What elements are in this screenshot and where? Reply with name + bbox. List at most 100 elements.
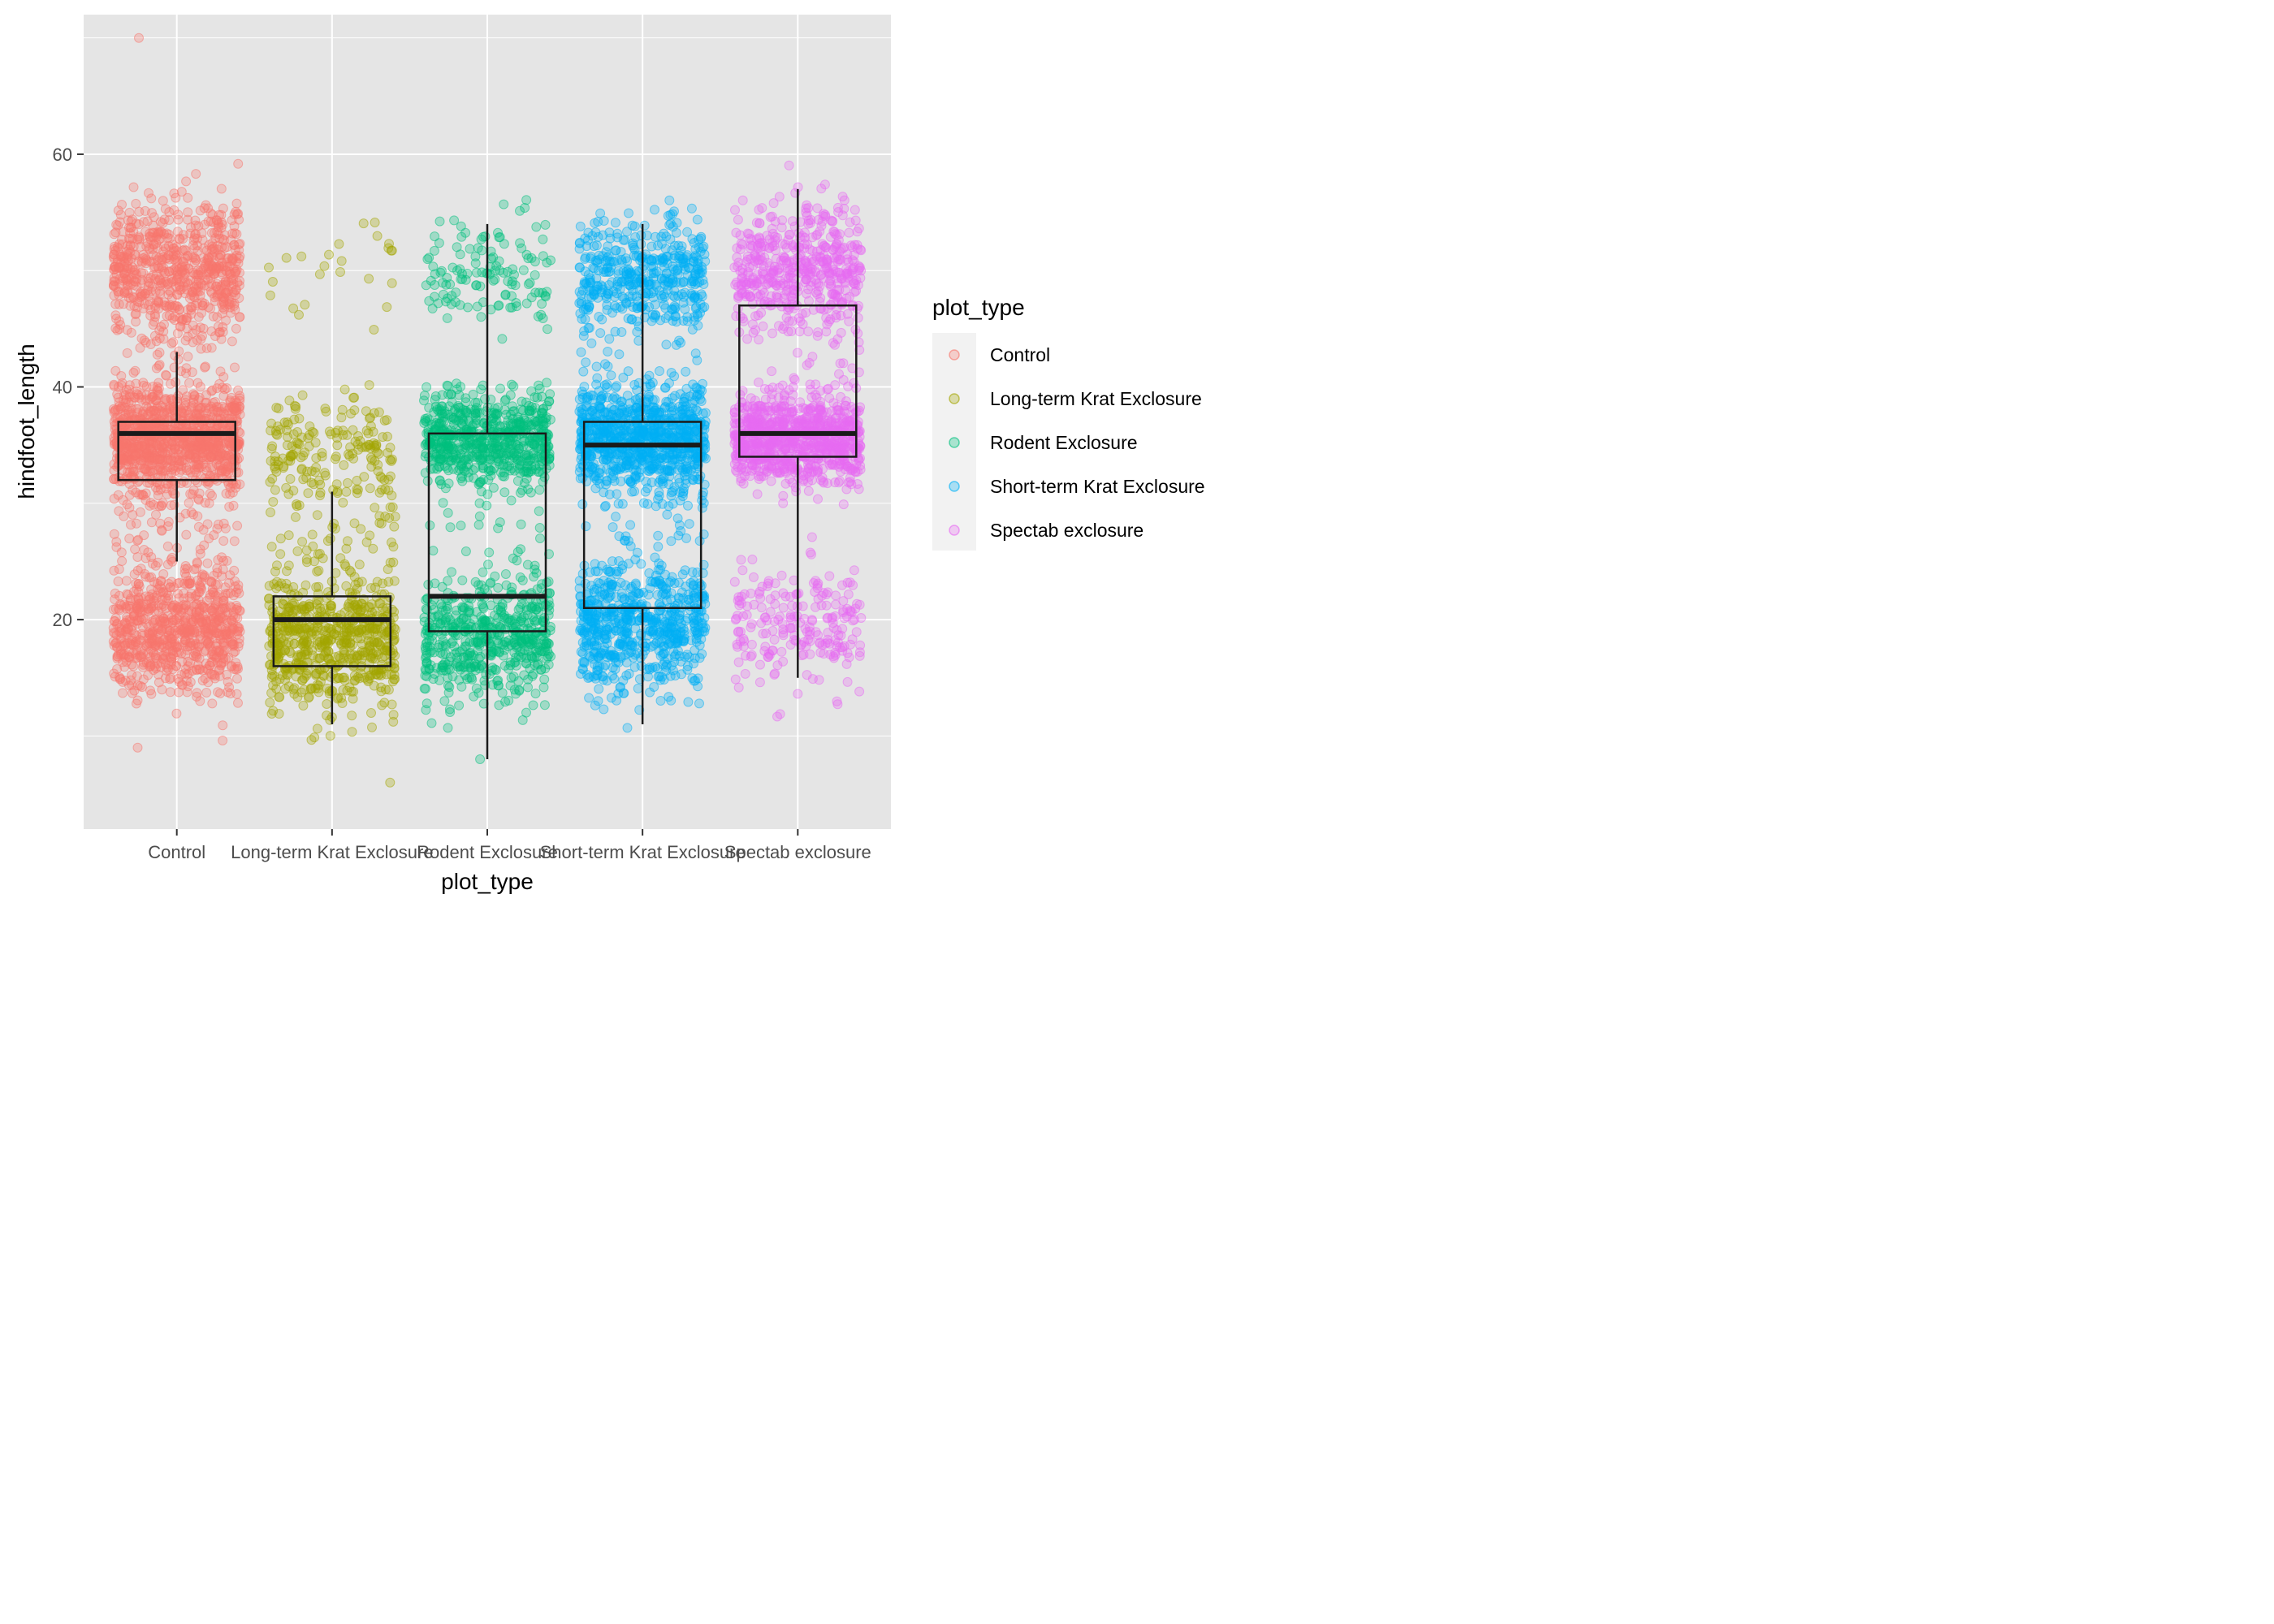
data-point (500, 569, 511, 579)
data-point (183, 207, 193, 218)
data-point (464, 438, 474, 448)
data-point (128, 610, 139, 620)
data-point (230, 362, 240, 373)
data-point (296, 251, 307, 261)
data-point (141, 258, 151, 269)
data-point (512, 611, 522, 622)
data-point (138, 406, 149, 417)
data-point (420, 413, 430, 424)
data-point (538, 234, 548, 244)
data-point (538, 313, 548, 323)
data-point (455, 664, 465, 675)
data-point (109, 229, 119, 240)
data-point (193, 460, 204, 470)
data-point (439, 289, 448, 300)
data-point (218, 536, 229, 546)
data-point (520, 203, 530, 213)
data-point (270, 566, 280, 577)
data-point (457, 476, 468, 486)
data-point (497, 442, 508, 452)
data-point (343, 477, 352, 488)
data-point (377, 700, 387, 710)
data-point (319, 261, 330, 271)
data-point (109, 249, 119, 260)
data-point (136, 333, 147, 343)
data-point (430, 391, 441, 401)
data-point (458, 464, 469, 474)
data-point (296, 464, 307, 474)
data-point (127, 471, 137, 481)
data-point (544, 396, 555, 407)
data-point (162, 447, 173, 457)
data-point (300, 300, 310, 310)
data-point (155, 288, 166, 299)
data-point (188, 240, 198, 250)
data-point (368, 543, 378, 554)
data-point (359, 472, 370, 482)
data-point (109, 529, 119, 539)
data-point (481, 615, 491, 626)
data-point (158, 569, 169, 579)
data-point (200, 498, 210, 508)
data-point (322, 699, 332, 709)
data-point (497, 334, 508, 344)
data-point (179, 476, 189, 486)
data-point (499, 404, 510, 415)
data-point (426, 660, 436, 671)
data-point (534, 506, 544, 516)
data-point (166, 437, 177, 447)
data-point (228, 403, 239, 413)
data-point (199, 570, 210, 581)
data-point (270, 485, 280, 495)
data-point (194, 581, 205, 590)
data-point (495, 622, 505, 633)
data-point (520, 415, 530, 425)
data-point (213, 687, 223, 698)
data-point (473, 520, 484, 530)
data-point (215, 249, 226, 260)
data-point (209, 570, 219, 581)
data-point (439, 696, 450, 706)
data-point (386, 456, 396, 466)
data-point (155, 217, 166, 227)
data-point (231, 323, 241, 334)
data-point (538, 682, 549, 693)
data-point (473, 688, 484, 698)
data-point (305, 683, 316, 693)
data-point (172, 301, 183, 312)
data-point (486, 600, 496, 611)
data-point (318, 553, 328, 564)
data-point (168, 601, 179, 611)
data-point (131, 317, 141, 327)
data-point (430, 269, 440, 279)
data-point (188, 337, 198, 348)
data-point (119, 511, 129, 521)
data-point (460, 408, 471, 418)
data-point (211, 264, 222, 274)
data-point (201, 595, 212, 606)
data-point (321, 406, 331, 417)
data-point (179, 578, 189, 589)
data-point (153, 677, 164, 688)
data-point (186, 588, 197, 598)
data-point (534, 523, 545, 533)
data-point (215, 612, 226, 623)
data-point (288, 429, 299, 439)
data-point (132, 698, 141, 709)
data-point (507, 279, 517, 290)
data-point (288, 685, 299, 695)
data-point (223, 687, 233, 698)
data-point (387, 278, 397, 288)
data-point (522, 460, 533, 471)
data-point (499, 610, 509, 620)
data-point (138, 303, 149, 313)
data-point (487, 663, 498, 673)
data-point (153, 584, 163, 594)
data-point (166, 339, 177, 349)
data-point (148, 405, 158, 416)
data-point (135, 652, 145, 663)
data-point (341, 581, 352, 591)
data-point (517, 575, 528, 585)
data-point (347, 710, 357, 721)
data-point (218, 736, 228, 745)
